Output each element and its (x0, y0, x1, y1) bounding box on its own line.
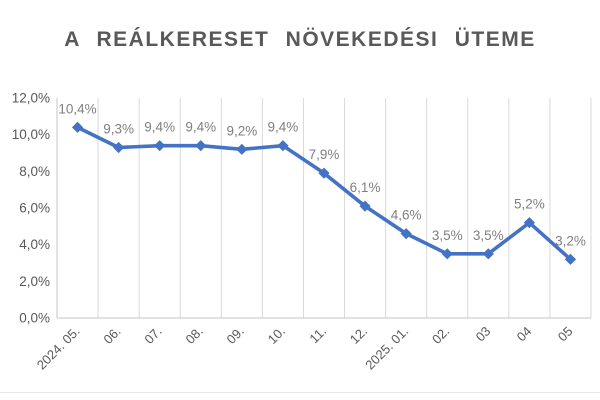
data-label: 3,2% (555, 233, 586, 248)
x-tick-label: 07. (141, 324, 164, 347)
data-labels: 10,4% 9,3% 9,4% 9,4% 9,2% 9,4% 7,9% 6,1% 4,6% 3,5… (58, 101, 585, 248)
y-tick-label: 8,0% (19, 164, 50, 179)
data-label: 9,2% (226, 123, 257, 138)
axes (56, 98, 591, 319)
y-tick-label: 2,0% (19, 274, 50, 289)
data-point-marker (236, 143, 248, 155)
x-tick-label: 10. (265, 324, 288, 347)
data-point-marker (154, 140, 166, 152)
data-label: 3,5% (432, 228, 463, 243)
data-point-marker (71, 121, 84, 133)
data-point-marker (564, 253, 577, 265)
data-label: 9,4% (185, 120, 216, 135)
data-point-marker (482, 248, 494, 260)
y-tick-label: 0,0% (19, 311, 50, 326)
bottom-divider (0, 392, 600, 393)
data-label: 6,1% (350, 180, 381, 195)
data-label: 9,3% (103, 122, 134, 137)
data-point-marker (359, 200, 371, 212)
x-tick-label: 02. (429, 324, 452, 347)
y-tick-label: 6,0% (19, 201, 50, 216)
x-tick-label: 2025. 01. (362, 324, 411, 373)
y-tick-label: 10,0% (12, 127, 50, 142)
x-tick-label: 12. (347, 324, 370, 347)
data-point-marker (400, 228, 412, 240)
data-label: 9,4% (144, 120, 175, 135)
x-tick-label: 03 (473, 324, 494, 345)
x-tick-label: 06. (100, 324, 123, 347)
x-tick-label: 08. (183, 324, 206, 347)
x-tick-label: 04 (514, 324, 535, 345)
data-label: 3,5% (473, 228, 504, 243)
x-tick-label: 11. (306, 324, 329, 347)
data-point-marker (441, 248, 453, 260)
data-label: 10,4% (58, 101, 96, 116)
data-label: 4,6% (391, 208, 422, 223)
x-tick-label: 05 (555, 324, 576, 345)
data-label: 9,4% (268, 120, 299, 135)
y-axis-labels: 0,0% 2,0% 4,0% 6,0% 8,0% 10,0% 12,0% (12, 91, 50, 326)
data-point-marker (113, 141, 125, 154)
x-tick-label: 2024. 05. (34, 324, 83, 373)
chart-title: A REÁLKERESET NÖVEKEDÉSI ÜTEME (64, 28, 536, 51)
y-tick-label: 12,0% (12, 91, 50, 106)
gridlines (56, 98, 592, 318)
data-point-marker (318, 167, 330, 179)
data-point-marker (195, 140, 207, 152)
data-point-marker (277, 140, 289, 152)
data-label: 5,2% (514, 197, 545, 212)
data-point-marker (523, 217, 535, 229)
y-tick-label: 4,0% (19, 237, 50, 252)
data-label: 7,9% (309, 147, 340, 162)
x-axis-labels: 2024. 05. 06. 07. 08. 09. 10. 11. 12.2025. 01. 0… (34, 324, 576, 373)
x-tick-label: 09. (224, 324, 247, 347)
data-point-markers (71, 121, 577, 265)
